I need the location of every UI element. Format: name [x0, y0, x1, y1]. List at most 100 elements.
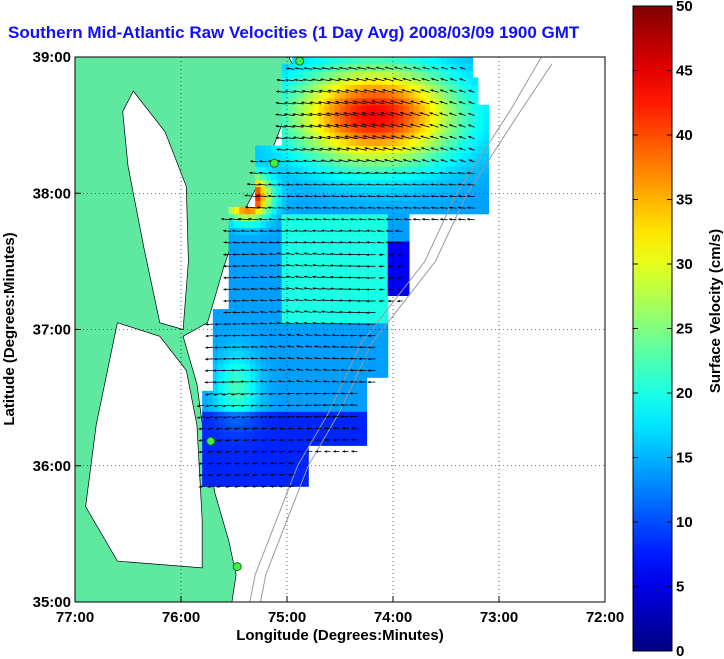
- velocity-arrowhead: [421, 78, 425, 81]
- velocity-cell: [329, 315, 336, 324]
- velocity-cell: [393, 206, 399, 215]
- velocity-arrowhead: [213, 404, 217, 408]
- velocity-cell: [207, 465, 214, 474]
- velocity-cell: [461, 138, 468, 147]
- velocity-cell: [324, 349, 330, 358]
- velocity-arrowhead: [321, 183, 325, 186]
- velocity-cell: [350, 288, 357, 296]
- velocity-cell: [461, 206, 468, 215]
- velocity-cell: [461, 200, 468, 208]
- velocity-arrowhead: [275, 136, 279, 140]
- velocity-cell: [249, 302, 256, 310]
- velocity-arrowhead: [286, 415, 290, 419]
- velocity-cell: [393, 261, 399, 269]
- velocity-cell: [366, 213, 373, 222]
- velocity-cell: [271, 234, 277, 242]
- velocity-cell: [355, 240, 362, 249]
- velocity-cell: [371, 206, 378, 215]
- velocity-cell: [255, 152, 262, 160]
- velocity-arrowhead: [309, 112, 313, 116]
- velocity-cell: [255, 458, 262, 467]
- velocity-arrowhead: [207, 485, 211, 488]
- velocity-cell: [345, 363, 352, 371]
- velocity-arrowhead: [288, 450, 291, 453]
- velocity-cell: [234, 329, 240, 337]
- velocity-cell: [403, 77, 410, 85]
- velocity-arrowhead: [352, 111, 356, 115]
- velocity-cell: [440, 159, 447, 167]
- velocity-cell: [234, 315, 240, 324]
- velocity-cell: [271, 295, 277, 303]
- velocity-cell: [398, 275, 405, 283]
- velocity-cell: [371, 186, 378, 194]
- velocity-cell: [408, 118, 415, 126]
- velocity-cell: [461, 57, 468, 65]
- velocity-cell: [228, 295, 235, 303]
- velocity-cell: [345, 281, 352, 290]
- velocity-arrowhead: [275, 101, 279, 105]
- velocity-arrowhead: [403, 66, 407, 69]
- velocity-cell: [340, 261, 346, 269]
- velocity-arrowhead: [286, 67, 289, 70]
- velocity-cell: [313, 309, 320, 317]
- velocity-cell: [387, 220, 394, 228]
- velocity-cell: [408, 152, 415, 160]
- velocity-cell: [265, 302, 272, 310]
- velocity-cell: [276, 458, 283, 467]
- velocity-arrowhead: [321, 287, 325, 290]
- velocity-cell: [271, 172, 277, 181]
- velocity-cell: [408, 91, 415, 99]
- velocity-cell: [276, 431, 283, 440]
- velocity-cell: [276, 254, 283, 262]
- velocity-cell: [424, 166, 431, 174]
- velocity-arrowhead: [303, 321, 307, 325]
- velocity-cell: [350, 322, 357, 331]
- velocity-cell: [430, 70, 436, 78]
- velocity-arrowhead: [259, 357, 263, 360]
- velocity-cell: [318, 186, 325, 194]
- velocity-cell: [398, 118, 405, 126]
- velocity-arrowhead: [412, 66, 416, 70]
- velocity-cell: [239, 431, 246, 440]
- velocity-cell: [302, 152, 309, 160]
- velocity-cell: [281, 418, 288, 426]
- velocity-cell: [329, 438, 336, 446]
- velocity-arrowhead: [258, 217, 262, 221]
- velocity-cell: [414, 131, 421, 140]
- velocity-cell: [451, 200, 458, 208]
- velocity-cell: [302, 77, 309, 85]
- velocity-cell: [398, 234, 405, 242]
- velocity-arrowhead: [353, 135, 357, 138]
- velocity-cell: [377, 206, 383, 215]
- velocity-cell: [228, 254, 235, 262]
- velocity-cell: [223, 445, 230, 453]
- velocity-cell: [387, 288, 394, 296]
- velocity-arrowhead: [339, 229, 342, 233]
- velocity-arrowhead: [249, 171, 253, 175]
- velocity-arrowhead: [457, 194, 461, 198]
- velocity-cell: [260, 186, 267, 194]
- velocity-cell: [255, 275, 262, 283]
- velocity-cell: [403, 152, 410, 160]
- velocity-cell: [414, 186, 421, 194]
- velocity-cell: [435, 206, 442, 215]
- velocity-cell: [456, 125, 463, 133]
- velocity-cell: [408, 111, 415, 119]
- velocity-cell: [377, 363, 383, 371]
- velocity-cell: [297, 220, 304, 228]
- velocity-cell: [451, 159, 458, 167]
- velocity-cell: [408, 200, 415, 208]
- velocity-cell: [287, 70, 293, 78]
- velocity-cell: [350, 363, 357, 371]
- velocity-cell: [302, 411, 309, 419]
- velocity-cell: [260, 336, 267, 344]
- velocity-arrowhead: [358, 334, 362, 337]
- velocity-cell: [218, 363, 224, 371]
- velocity-cell: [435, 159, 442, 167]
- velocity-cell: [382, 159, 389, 167]
- velocity-cell: [297, 309, 304, 317]
- velocity-cell: [472, 138, 479, 147]
- velocity-cell: [308, 220, 315, 228]
- velocity-cell: [324, 390, 330, 399]
- velocity-cell: [260, 445, 267, 453]
